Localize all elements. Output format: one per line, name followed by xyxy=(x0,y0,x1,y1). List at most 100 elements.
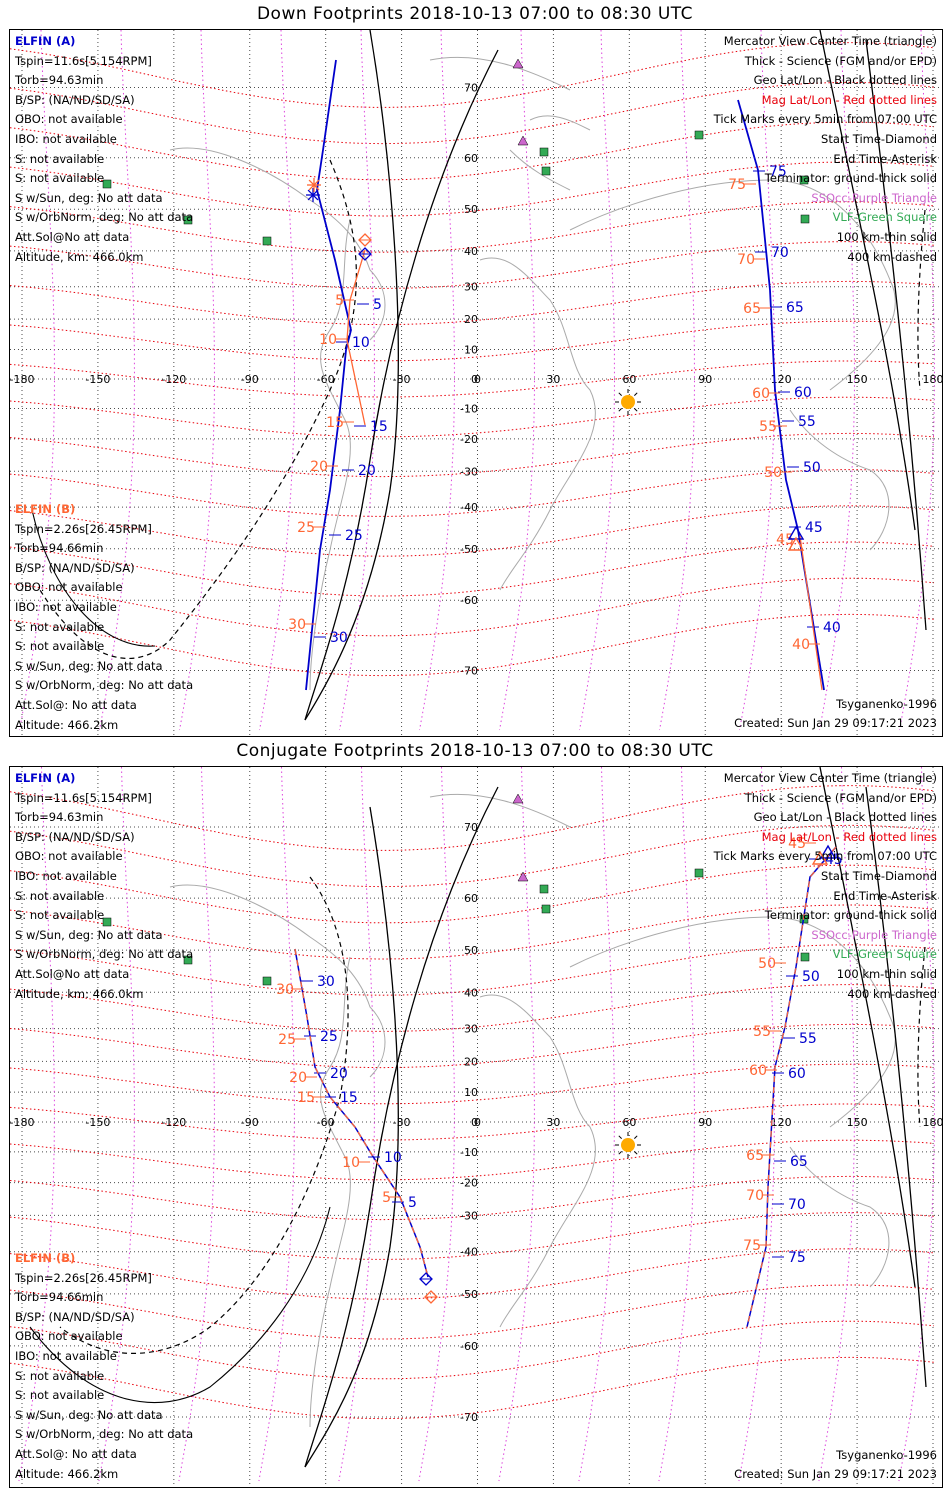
lat-label: 20 xyxy=(464,313,478,326)
lon-label: 60 xyxy=(622,1116,636,1129)
track-time-label: 25 xyxy=(297,520,315,536)
elfin-b-info-line: S w/OrbNorm, deg: No att data xyxy=(15,676,193,696)
elfin-b-info-line: S w/Sun, deg: No att data xyxy=(15,1406,193,1426)
lon-label: 90 xyxy=(698,373,712,386)
elfin-b-info-line: Altitude: 466.2km xyxy=(15,716,193,736)
track-time-label: 20 xyxy=(310,459,328,475)
elfin-a-info-line: Att.Sol@No att data xyxy=(15,228,193,248)
lat-label: -20 xyxy=(460,1177,478,1190)
elfin-b-track-2 xyxy=(800,536,822,690)
track-time-label: 60 xyxy=(794,385,812,401)
mag-lon-line xyxy=(580,30,615,730)
lat-label: 60 xyxy=(464,892,478,905)
legend-entry: Mag Lat/Lon - Red dotted lines xyxy=(714,828,937,848)
vlf-station-square xyxy=(542,167,550,175)
track-time-label: 65 xyxy=(786,300,804,316)
coastline xyxy=(170,148,385,340)
track-time-label: 60 xyxy=(749,1063,767,1079)
lat-label: 10 xyxy=(464,344,478,357)
elfin-b-info-line: S: not available xyxy=(15,1367,193,1387)
lat-label: 10 xyxy=(464,1086,478,1099)
model-name: Tsyganenko-1996 xyxy=(734,695,937,715)
ssocc-triangle xyxy=(518,136,528,145)
track-time-label: 50 xyxy=(764,465,782,481)
elfin-a-track xyxy=(295,949,428,1277)
legend-entry: Geo Lat/Lon - Black dotted lines xyxy=(714,808,937,828)
elfin-a-name: ELFIN (A) xyxy=(15,32,193,52)
track-time-label: 75 xyxy=(743,1238,761,1254)
elfin-a-info-line: OBO: not available xyxy=(15,847,193,867)
lat-label: -60 xyxy=(460,594,478,607)
mag-lon-line xyxy=(259,767,295,1481)
sun-ray xyxy=(634,393,637,396)
lon-label: -150 xyxy=(85,1116,110,1129)
lon-label: 150 xyxy=(847,1116,868,1129)
legend-entry: Tick Marks every 5min from 07:00 UTC xyxy=(714,847,937,867)
sun-ray xyxy=(634,1136,637,1139)
mag-lon-line xyxy=(659,767,695,1481)
elfin-a-info-line: Altitude, km: 466.0km xyxy=(15,985,193,1005)
coastline xyxy=(480,995,595,1327)
track-time-label: 25 xyxy=(345,528,363,544)
legend-entry: Start Time-Diamond xyxy=(714,130,937,150)
lat-label: 30 xyxy=(464,281,478,294)
terminator-line xyxy=(305,807,398,1467)
track-time-label: 25 xyxy=(320,1029,338,1045)
track-time-label: 60 xyxy=(788,1066,806,1082)
legend-entry: VLF-Green Square xyxy=(714,208,937,228)
track-time-label: 65 xyxy=(790,1154,808,1170)
legend-entry: 100 km-thin solid xyxy=(714,965,937,985)
lon-label: 120 xyxy=(771,1116,792,1129)
elfin-b-info-line: B/SP: (NA/ND/SD/SA) xyxy=(15,1308,193,1328)
model-info: Tsyganenko-1996 Created: Sun Jan 29 09:1… xyxy=(734,1446,937,1485)
ssocc-triangle xyxy=(513,59,523,68)
legend-entry: SSOcc-Purple Triangle xyxy=(714,189,937,209)
lat-label: 60 xyxy=(464,152,478,165)
track-time-label: 15 xyxy=(326,415,344,431)
track-time-label: 5 xyxy=(373,297,382,313)
legend-entry: Mag Lat/Lon - Red dotted lines xyxy=(714,91,937,111)
sun-icon xyxy=(621,1138,635,1152)
legend-entry: Terminator: ground-thick solid xyxy=(714,906,937,926)
legend: Mercator View Center Time (triangle) Thic… xyxy=(714,32,937,267)
track-time-label: 15 xyxy=(340,1090,358,1106)
mag-lon-line xyxy=(419,767,455,1481)
elfin-a-info-line: B/SP: (NA/ND/SD/SA) xyxy=(15,828,193,848)
map-panel-conjugate: 70 60 50 40 30 20 10 0 -10 -20 -30 -40 -50 -60 -70 -180… xyxy=(9,766,943,1488)
track-time-label: 65 xyxy=(746,1148,764,1164)
track-time-label: 45 xyxy=(805,520,823,536)
elfin-b-info-line: S w/OrbNorm, deg: No att data xyxy=(15,1425,193,1445)
coastline xyxy=(430,794,570,827)
elfin-a-info-line: IBO: not available xyxy=(15,867,193,887)
elfin-a-info-line: S: not available xyxy=(15,150,193,170)
track-time-label: 50 xyxy=(803,460,821,476)
legend-entry: Geo Lat/Lon - Black dotted lines xyxy=(714,71,937,91)
lat-label: -50 xyxy=(460,543,478,556)
lat-label: 20 xyxy=(464,1055,478,1068)
legend-entry: End Time-Asterisk xyxy=(714,887,937,907)
track-time-label: 20 xyxy=(289,1070,307,1086)
sun-ray xyxy=(619,393,622,396)
coastline xyxy=(310,220,350,690)
lon-label: 90 xyxy=(698,1116,712,1129)
vlf-station-square xyxy=(542,905,550,913)
lon-label: 60 xyxy=(622,373,636,386)
track-time-label: 55 xyxy=(798,414,816,430)
lon-label: -30 xyxy=(393,373,411,386)
track-time-label: 30 xyxy=(330,630,348,646)
lon-label: 180 xyxy=(923,373,943,386)
lon-label: 0 xyxy=(474,1116,481,1129)
lon-label: 0 xyxy=(474,373,481,386)
elfin-a-info-line: S w/Sun, deg: No att data xyxy=(15,926,193,946)
elfin-b-track xyxy=(295,949,428,1277)
elfin-b-info-line: IBO: not available xyxy=(15,598,193,618)
lat-label: -60 xyxy=(460,1340,478,1353)
lon-label: -180 xyxy=(10,373,34,386)
lat-label: 40 xyxy=(464,986,478,999)
track-time-label: 30 xyxy=(276,982,294,998)
elfin-a-info-line: Altitude, km: 466.0km xyxy=(15,248,193,268)
legend-entry: VLF-Green Square xyxy=(714,945,937,965)
mag-lon-line xyxy=(420,30,455,730)
elfin-a-info-line: S: not available xyxy=(15,906,193,926)
track-time-label: 5 xyxy=(408,1195,417,1211)
